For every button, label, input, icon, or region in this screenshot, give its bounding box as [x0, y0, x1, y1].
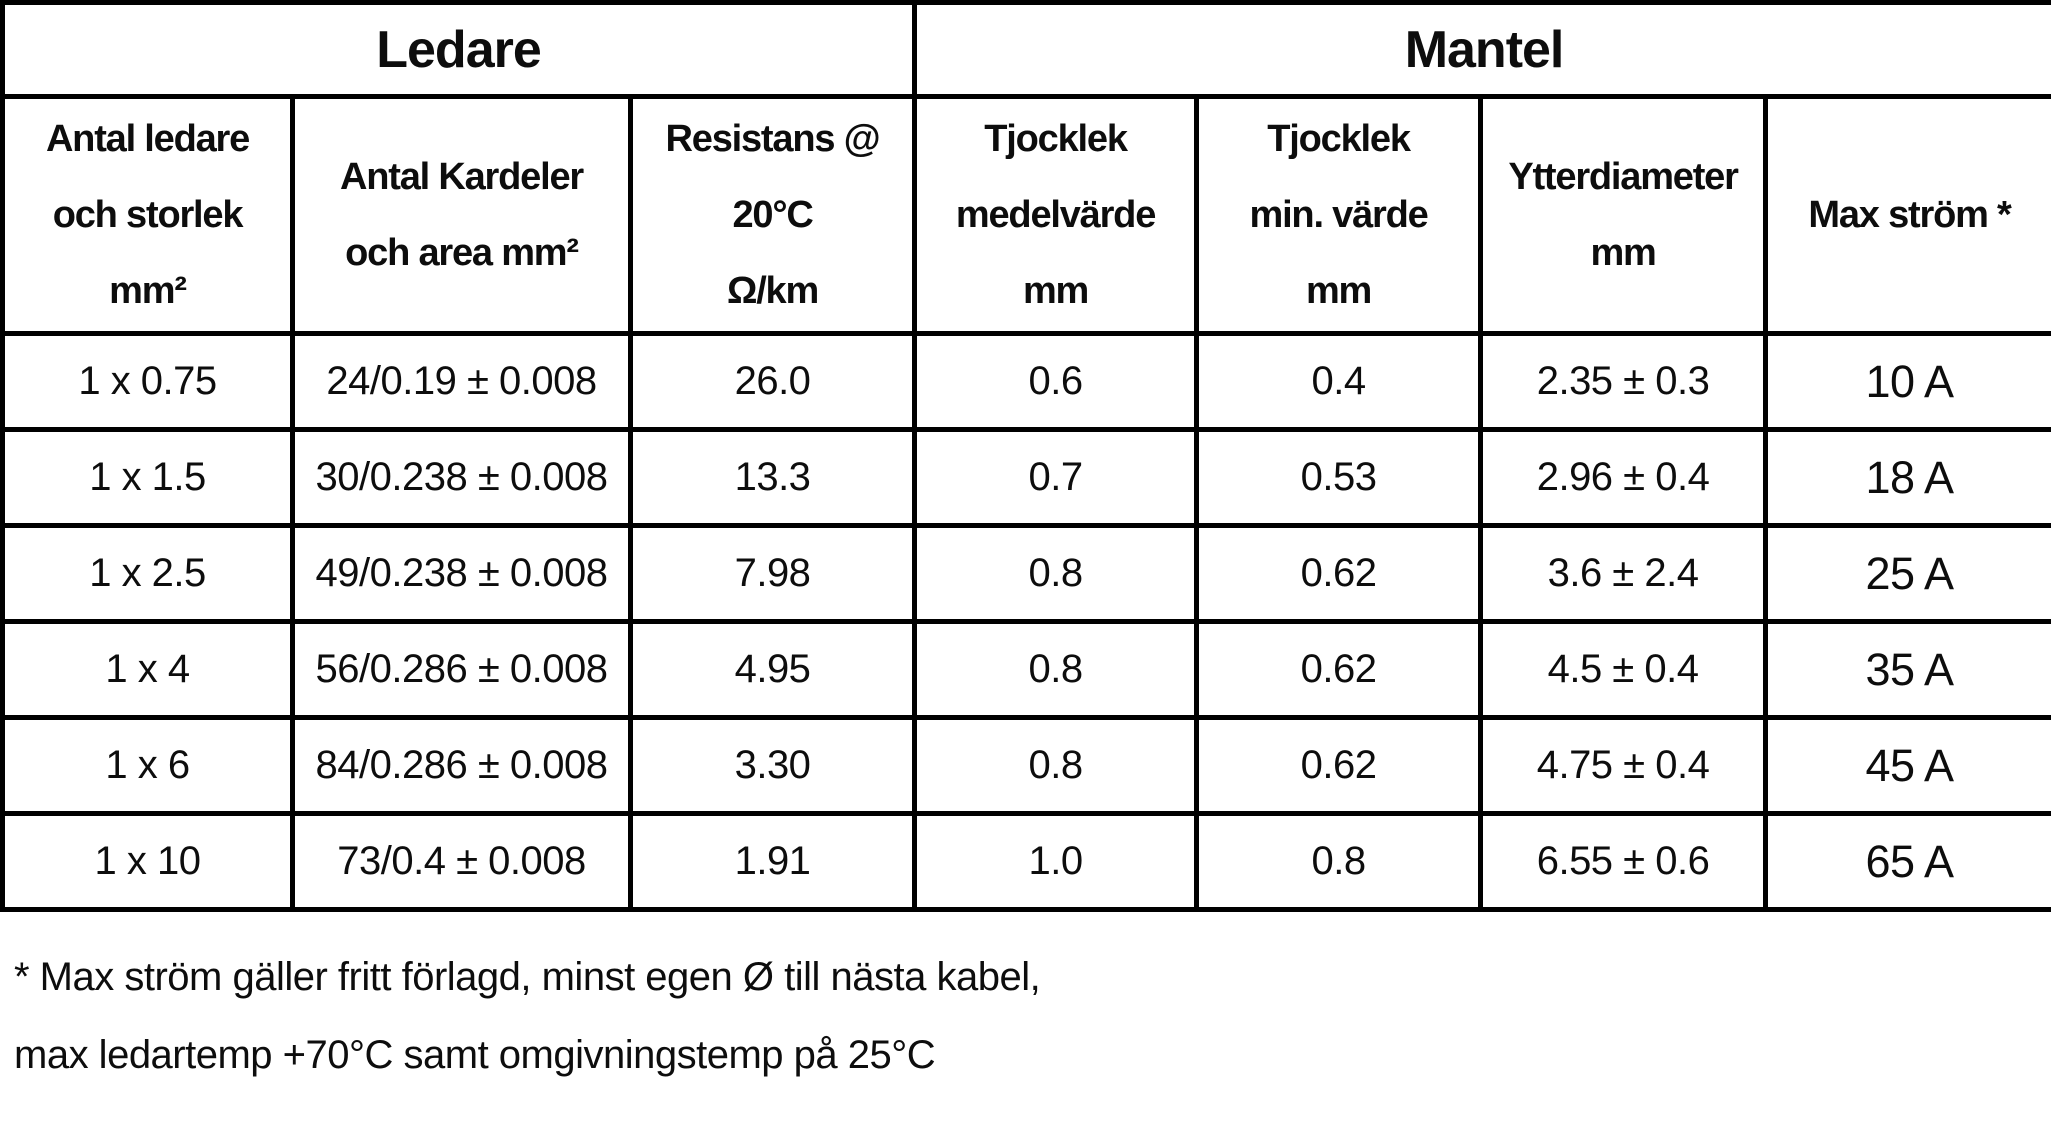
table-row: 1 x 2.5 49/0.238 ± 0.008 7.98 0.8 0.62 3…: [0, 523, 2051, 624]
cell-max-strom: 25 A: [1763, 523, 2051, 624]
column-header-row: Antal ledare och storlek mm² Antal Karde…: [0, 94, 2051, 336]
column-header-antal-ledare: Antal ledare och storlek mm²: [0, 94, 295, 336]
cell-max-strom: 45 A: [1763, 715, 2051, 816]
cell-tjocklek-medel: 0.6: [912, 331, 1200, 432]
cell-kardeler: 24/0.19 ± 0.008: [290, 331, 633, 432]
cell-tjocklek-min: 0.62: [1194, 715, 1484, 816]
column-header-max-strom: Max ström *: [1763, 94, 2051, 336]
cell-kardeler: 56/0.286 ± 0.008: [290, 619, 633, 720]
cell-resistans: 7.98: [627, 523, 918, 624]
cell-tjocklek-min: 0.4: [1194, 331, 1484, 432]
cell-max-strom: 18 A: [1763, 427, 2051, 528]
cell-resistans: 13.3: [627, 427, 918, 528]
cell-size: 1 x 0.75: [0, 331, 295, 432]
group-header-row: Ledare Mantel: [0, 0, 2051, 99]
cell-size: 1 x 2.5: [0, 523, 295, 624]
cell-size: 1 x 4: [0, 619, 295, 720]
column-header-ytterdiameter: Ytterdiameter mm: [1478, 94, 1769, 336]
cell-ytterdiameter: 4.5 ± 0.4: [1478, 619, 1769, 720]
group-header-ledare: Ledare: [0, 0, 918, 99]
cell-tjocklek-medel: 0.8: [912, 715, 1200, 816]
table-row: 1 x 6 84/0.286 ± 0.008 3.30 0.8 0.62 4.7…: [0, 715, 2051, 816]
cell-ytterdiameter: 4.75 ± 0.4: [1478, 715, 1769, 816]
cell-resistans: 26.0: [627, 331, 918, 432]
table-row: 1 x 4 56/0.286 ± 0.008 4.95 0.8 0.62 4.5…: [0, 619, 2051, 720]
cell-tjocklek-medel: 0.7: [912, 427, 1200, 528]
column-header-tjocklek-medel: Tjocklek medelvärde mm: [912, 94, 1200, 336]
cell-max-strom: 65 A: [1763, 811, 2051, 912]
cell-ytterdiameter: 6.55 ± 0.6: [1478, 811, 1769, 912]
cell-tjocklek-min: 0.53: [1194, 427, 1484, 528]
cell-size: 1 x 1.5: [0, 427, 295, 528]
table-row: 1 x 0.75 24/0.19 ± 0.008 26.0 0.6 0.4 2.…: [0, 331, 2051, 432]
table-row: 1 x 10 73/0.4 ± 0.008 1.91 1.0 0.8 6.55 …: [0, 811, 2051, 912]
cell-tjocklek-medel: 0.8: [912, 619, 1200, 720]
cell-size: 1 x 6: [0, 715, 295, 816]
table-row: 1 x 1.5 30/0.238 ± 0.008 13.3 0.7 0.53 2…: [0, 427, 2051, 528]
column-header-tjocklek-min: Tjocklek min. värde mm: [1194, 94, 1484, 336]
cell-tjocklek-min: 0.62: [1194, 619, 1484, 720]
footnote-line-1: * Max ström gäller fritt förlagd, minst …: [14, 955, 1041, 999]
footnote-line-2: max ledartemp +70°C samt omgivningstemp …: [14, 1033, 936, 1077]
cell-resistans: 1.91: [627, 811, 918, 912]
group-header-mantel: Mantel: [912, 0, 2051, 99]
column-header-resistans: Resistans @ 20°C Ω/km: [627, 94, 918, 336]
cell-kardeler: 84/0.286 ± 0.008: [290, 715, 633, 816]
cell-tjocklek-medel: 0.8: [912, 523, 1200, 624]
column-header-antal-kardeler: Antal Kardeler och area mm²: [290, 94, 633, 336]
cell-kardeler: 73/0.4 ± 0.008: [290, 811, 633, 912]
cell-kardeler: 30/0.238 ± 0.008: [290, 427, 633, 528]
cable-spec-table: Ledare Mantel Antal ledare och storlek m…: [0, 0, 2051, 912]
cell-resistans: 4.95: [627, 619, 918, 720]
cell-max-strom: 10 A: [1763, 331, 2051, 432]
cell-ytterdiameter: 3.6 ± 2.4: [1478, 523, 1769, 624]
cell-size: 1 x 10: [0, 811, 295, 912]
cell-resistans: 3.30: [627, 715, 918, 816]
cell-tjocklek-min: 0.62: [1194, 523, 1484, 624]
cell-ytterdiameter: 2.35 ± 0.3: [1478, 331, 1769, 432]
cell-tjocklek-medel: 1.0: [912, 811, 1200, 912]
cell-max-strom: 35 A: [1763, 619, 2051, 720]
cell-tjocklek-min: 0.8: [1194, 811, 1484, 912]
cell-kardeler: 49/0.238 ± 0.008: [290, 523, 633, 624]
footnote: * Max ström gäller fritt förlagd, minst …: [14, 938, 1041, 1094]
cell-ytterdiameter: 2.96 ± 0.4: [1478, 427, 1769, 528]
